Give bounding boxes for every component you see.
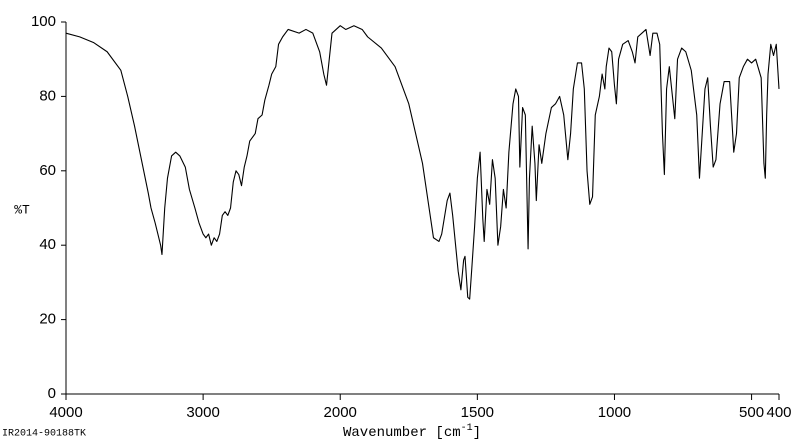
y-tick-label: 60 xyxy=(39,162,56,179)
spectrum-line xyxy=(65,25,780,300)
y-tick-label: 40 xyxy=(39,236,56,253)
x-axis-label-close: ] xyxy=(473,425,481,441)
x-tick-label: 1000 xyxy=(598,404,631,421)
y-tick-label: 100 xyxy=(31,13,56,30)
x-axis-label-sup: -1 xyxy=(461,423,473,434)
x-tick-label: 4000 xyxy=(49,404,82,421)
footnote: IR2014-90188TK xyxy=(2,429,86,440)
x-axis-label: Wavenumber [cm-1] xyxy=(343,423,481,441)
x-tick-label: 1500 xyxy=(461,404,494,421)
x-tick-label: 500 xyxy=(739,404,764,421)
y-tick-label: 20 xyxy=(39,311,56,328)
x-axis-label-text: Wavenumber [cm xyxy=(343,425,461,441)
x-tick-label: 400 xyxy=(766,404,791,421)
y-tick-label: 80 xyxy=(39,87,56,104)
y-tick-label: 0 xyxy=(48,385,56,402)
x-tick-label: 3000 xyxy=(186,404,219,421)
x-tick-label: 2000 xyxy=(324,404,357,421)
y-axis-label: %T xyxy=(14,202,30,217)
